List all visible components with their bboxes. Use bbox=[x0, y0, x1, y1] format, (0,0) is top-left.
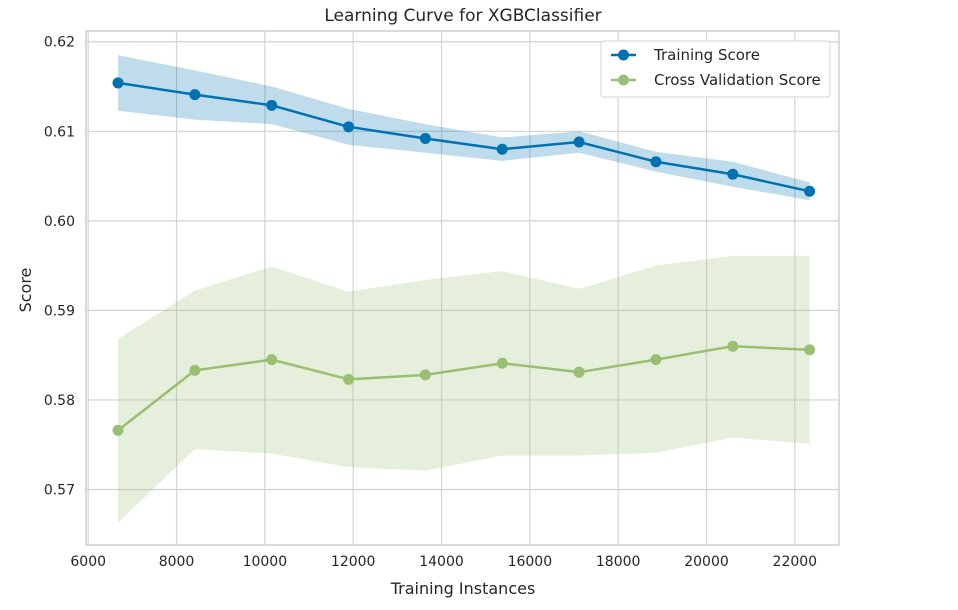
y-tick-label: 0.60 bbox=[44, 214, 75, 230]
x-tick-label: 20000 bbox=[684, 554, 729, 570]
training-score-point bbox=[343, 121, 355, 133]
training-score-point bbox=[573, 136, 585, 148]
chart-title: Learning Curve for XGBClassifier bbox=[324, 6, 601, 26]
training-score-point bbox=[419, 132, 431, 144]
cross-validation-score-point bbox=[189, 364, 201, 376]
cross-validation-score-point bbox=[727, 340, 739, 352]
y-tick-label: 0.58 bbox=[44, 393, 75, 409]
x-tick-label: 14000 bbox=[419, 554, 464, 570]
x-tick-label: 22000 bbox=[773, 554, 818, 570]
cross-validation-score-point bbox=[266, 354, 278, 366]
chart-legend: Training Score Cross Validation Score bbox=[600, 40, 831, 98]
y-axis-ticks: 0.57 0.58 0.59 0.60 0.61 0.62 bbox=[44, 35, 75, 499]
cross-validation-score-point bbox=[343, 373, 355, 385]
score-lines bbox=[116, 81, 811, 432]
x-tick-label: 10000 bbox=[243, 554, 288, 570]
y-tick-label: 0.57 bbox=[44, 482, 75, 498]
training-score-point bbox=[112, 77, 124, 89]
plot-area bbox=[85, 30, 840, 546]
cross-validation-score-point bbox=[650, 354, 662, 366]
training-score-point bbox=[650, 156, 662, 168]
cross-validation-score-point bbox=[419, 369, 431, 381]
cross-validation-score-line bbox=[116, 344, 811, 432]
training-score-point bbox=[266, 99, 278, 111]
cross-validation-score-point bbox=[804, 344, 816, 356]
x-tick-label: 8000 bbox=[159, 554, 195, 570]
training-score-line bbox=[116, 81, 811, 193]
legend-cross-validation-score-label: Cross Validation Score bbox=[654, 71, 821, 89]
legend-training-score-label: Training Score bbox=[653, 46, 760, 64]
training-score-point bbox=[727, 168, 739, 180]
x-tick-label: 12000 bbox=[331, 554, 376, 570]
y-tick-label: 0.59 bbox=[44, 303, 75, 319]
grid-lines bbox=[86, 31, 839, 545]
x-tick-label: 18000 bbox=[596, 554, 641, 570]
y-tick-label: 0.62 bbox=[44, 35, 75, 51]
x-tick-label: 6000 bbox=[70, 554, 106, 570]
legend-training-score-marker bbox=[618, 49, 629, 61]
training-score-point bbox=[804, 185, 816, 197]
training-score-point bbox=[189, 89, 201, 101]
x-axis-ticks: 6000 8000 10000 12000 14000 16000 18000 20000 22… bbox=[70, 554, 817, 570]
cross-validation-score-point bbox=[112, 424, 124, 436]
training-score-band bbox=[118, 55, 810, 201]
cross-validation-score-point bbox=[573, 366, 585, 378]
y-axis-label: Score bbox=[16, 268, 35, 313]
cross-validation-score-band bbox=[118, 255, 810, 523]
x-tick-label: 16000 bbox=[508, 554, 553, 570]
legend-box bbox=[600, 40, 831, 98]
x-axis-label: Training Instances bbox=[390, 579, 536, 598]
cross-validation-score-point bbox=[496, 357, 508, 369]
legend-cross-validation-score-marker bbox=[618, 74, 629, 86]
score-bands bbox=[118, 55, 810, 523]
y-tick-label: 0.61 bbox=[44, 124, 75, 140]
training-score-point bbox=[496, 143, 508, 155]
score-points bbox=[112, 77, 816, 436]
